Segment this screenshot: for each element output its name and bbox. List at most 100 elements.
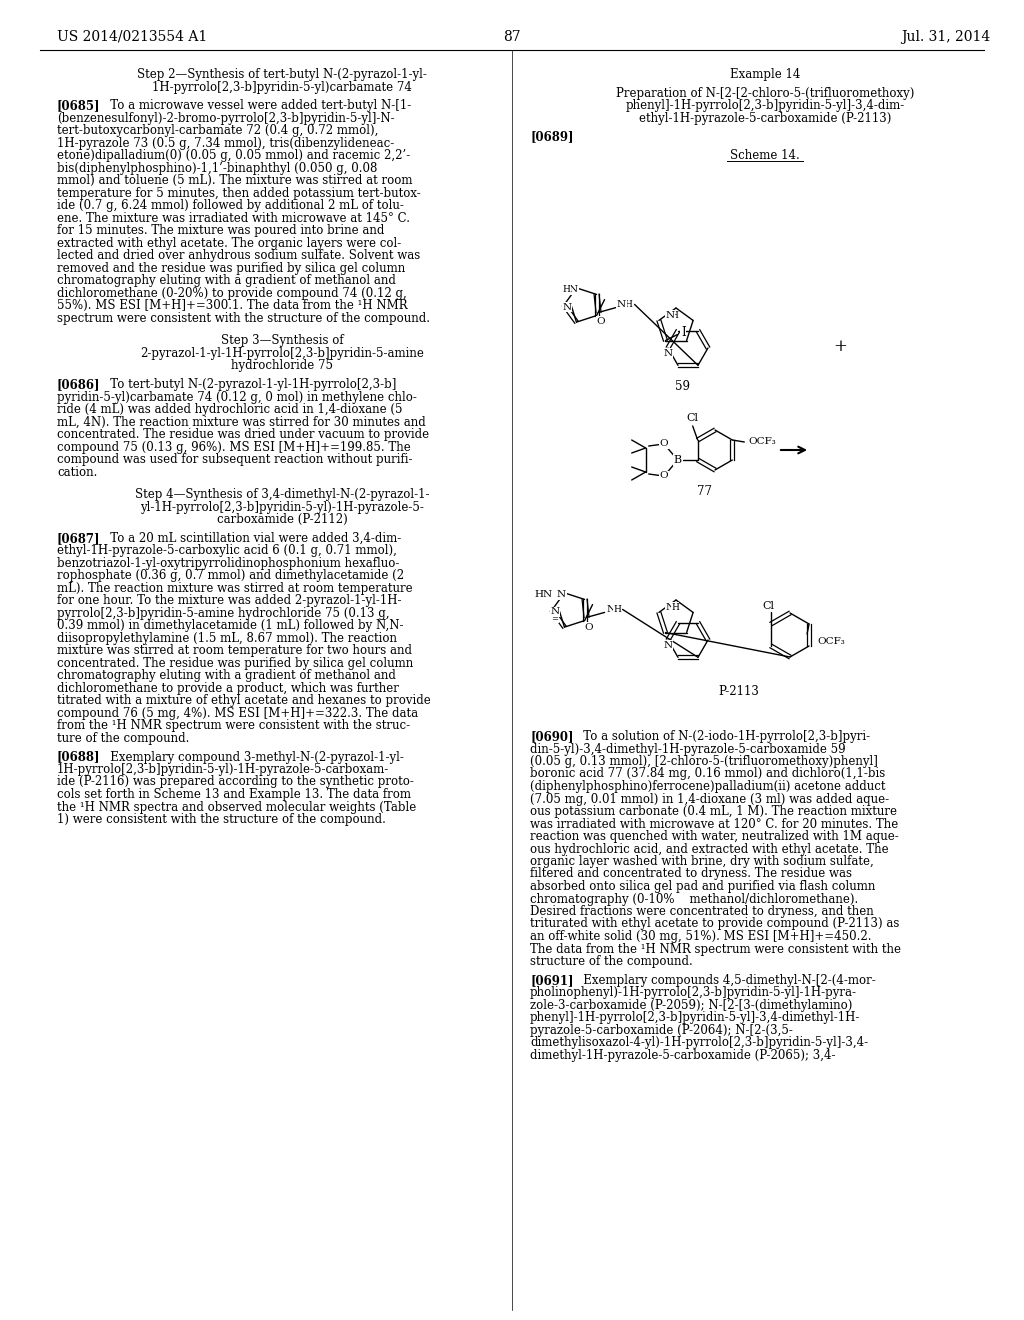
Text: O: O bbox=[659, 440, 668, 449]
Text: N: N bbox=[562, 302, 571, 312]
Text: ethyl-1H-pyrazole-5-carboxamide (P-2113): ethyl-1H-pyrazole-5-carboxamide (P-2113) bbox=[639, 112, 891, 125]
Text: [0687]: [0687] bbox=[57, 532, 100, 545]
Text: din-5-yl)-3,4-dimethyl-1H-pyrazole-5-carboxamide 59: din-5-yl)-3,4-dimethyl-1H-pyrazole-5-car… bbox=[530, 742, 846, 755]
Text: Preparation of N-[2-[2-chloro-5-(trifluoromethoxy): Preparation of N-[2-[2-chloro-5-(trifluo… bbox=[615, 87, 914, 100]
Text: Step 3—Synthesis of: Step 3—Synthesis of bbox=[221, 334, 343, 347]
Text: To a microwave vessel were added tert-butyl N-[1-: To a microwave vessel were added tert-bu… bbox=[99, 99, 412, 112]
Text: pyrazole-5-carboxamide (P-2064); N-[2-(3,5-: pyrazole-5-carboxamide (P-2064); N-[2-(3… bbox=[530, 1024, 793, 1036]
Text: boronic acid 77 (37.84 mg, 0.16 mmol) and dichloro(1,1-bis: boronic acid 77 (37.84 mg, 0.16 mmol) an… bbox=[530, 767, 886, 780]
Text: ide (P-2116) was prepared according to the synthetic proto-: ide (P-2116) was prepared according to t… bbox=[57, 776, 414, 788]
Text: for 15 minutes. The mixture was poured into brine and: for 15 minutes. The mixture was poured i… bbox=[57, 224, 384, 238]
Text: ous hydrochloric acid, and extracted with ethyl acetate. The: ous hydrochloric acid, and extracted wit… bbox=[530, 842, 889, 855]
Text: O: O bbox=[596, 317, 605, 326]
Text: tert-butoxycarbonyl-carbamate 72 (0.4 g, 0.72 mmol),: tert-butoxycarbonyl-carbamate 72 (0.4 g,… bbox=[57, 124, 379, 137]
Text: was irradiated with microwave at 120° C. for 20 minutes. The: was irradiated with microwave at 120° C.… bbox=[530, 817, 898, 830]
Text: N: N bbox=[664, 640, 673, 649]
Text: 1H-pyrazole 73 (0.5 g, 7.34 mmol), tris(dibenzylideneac-: 1H-pyrazole 73 (0.5 g, 7.34 mmol), tris(… bbox=[57, 137, 394, 149]
Text: ide (0.7 g, 6.24 mmol) followed by additional 2 mL of tolu-: ide (0.7 g, 6.24 mmol) followed by addit… bbox=[57, 199, 403, 213]
Text: spectrum were consistent with the structure of the compound.: spectrum were consistent with the struct… bbox=[57, 312, 430, 325]
Text: The data from the ¹H NMR spectrum were consistent with the: The data from the ¹H NMR spectrum were c… bbox=[530, 942, 901, 956]
Text: compound 76 (5 mg, 4%). MS ESI [M+H]+=322.3. The data: compound 76 (5 mg, 4%). MS ESI [M+H]+=32… bbox=[57, 706, 418, 719]
Text: for one hour. To the mixture was added 2-pyrazol-1-yl-1H-: for one hour. To the mixture was added 2… bbox=[57, 594, 401, 607]
Text: [0691]: [0691] bbox=[530, 974, 573, 987]
Text: 77: 77 bbox=[697, 484, 713, 498]
Text: N: N bbox=[569, 285, 578, 294]
Text: mL). The reaction mixture was stirred at room temperature: mL). The reaction mixture was stirred at… bbox=[57, 582, 413, 595]
Text: cation.: cation. bbox=[57, 466, 97, 479]
Text: N: N bbox=[551, 607, 559, 616]
Text: pholinophenyl)-1H-pyrrolo[2,3-b]pyridin-5-yl]-1H-pyra-: pholinophenyl)-1H-pyrrolo[2,3-b]pyridin-… bbox=[530, 986, 857, 999]
Text: 1H-pyrrolo[2,3-b]pyridin-5-yl)-1H-pyrazole-5-carboxam-: 1H-pyrrolo[2,3-b]pyridin-5-yl)-1H-pyrazo… bbox=[57, 763, 389, 776]
Text: [0689]: [0689] bbox=[530, 131, 573, 144]
Text: dimethylisoxazol-4-yl)-1H-pyrrolo[2,3-b]pyridin-5-yl]-3,4-: dimethylisoxazol-4-yl)-1H-pyrrolo[2,3-b]… bbox=[530, 1036, 868, 1049]
Text: phenyl]-1H-pyrrolo[2,3-b]pyridin-5-yl]-3,4-dimethyl-1H-: phenyl]-1H-pyrrolo[2,3-b]pyridin-5-yl]-3… bbox=[530, 1011, 860, 1024]
Text: organic layer washed with brine, dry with sodium sulfate,: organic layer washed with brine, dry wit… bbox=[530, 855, 873, 869]
Text: absorbed onto silica gel pad and purified via flash column: absorbed onto silica gel pad and purifie… bbox=[530, 880, 876, 894]
Text: (benzenesulfonyl)-2-bromo-pyrrolo[2,3-b]pyridin-5-yl]-N-: (benzenesulfonyl)-2-bromo-pyrrolo[2,3-b]… bbox=[57, 112, 394, 125]
Text: Step 2—Synthesis of tert-butyl N-(2-pyrazol-1-yl-: Step 2—Synthesis of tert-butyl N-(2-pyra… bbox=[137, 69, 427, 81]
Text: chromatography eluting with a gradient of methanol and: chromatography eluting with a gradient o… bbox=[57, 669, 396, 682]
Text: concentrated. The residue was purified by silica gel column: concentrated. The residue was purified b… bbox=[57, 657, 414, 669]
Text: Jul. 31, 2014: Jul. 31, 2014 bbox=[901, 30, 990, 44]
Text: an off-white solid (30 mg, 51%). MS ESI [M+H]+=450.2.: an off-white solid (30 mg, 51%). MS ESI … bbox=[530, 931, 871, 942]
Text: B: B bbox=[674, 455, 682, 465]
Text: ture of the compound.: ture of the compound. bbox=[57, 731, 189, 744]
Text: =: = bbox=[552, 615, 558, 623]
Text: 1) were consistent with the structure of the compound.: 1) were consistent with the structure of… bbox=[57, 813, 386, 826]
Text: phenyl]-1H-pyrrolo[2,3-b]pyridin-5-yl]-3,4-dim-: phenyl]-1H-pyrrolo[2,3-b]pyridin-5-yl]-3… bbox=[626, 99, 904, 112]
Text: (0.05 g, 0.13 mmol), [2-chloro-5-(trifluoromethoxy)phenyl]: (0.05 g, 0.13 mmol), [2-chloro-5-(triflu… bbox=[530, 755, 878, 768]
Text: P-2113: P-2113 bbox=[719, 685, 760, 698]
Text: N: N bbox=[666, 310, 675, 319]
Text: pyridin-5-yl)carbamate 74 (0.12 g, 0 mol) in methylene chlo-: pyridin-5-yl)carbamate 74 (0.12 g, 0 mol… bbox=[57, 391, 417, 404]
Text: from the ¹H NMR spectrum were consistent with the struc-: from the ¹H NMR spectrum were consistent… bbox=[57, 719, 411, 733]
Text: 2-pyrazol-1-yl-1H-pyrrolo[2,3-b]pyridin-5-amine: 2-pyrazol-1-yl-1H-pyrrolo[2,3-b]pyridin-… bbox=[140, 347, 424, 360]
Text: +: + bbox=[834, 338, 847, 355]
Text: structure of the compound.: structure of the compound. bbox=[530, 954, 693, 968]
Text: benzotriazol-1-yl-oxytripyrrolidinophosphonium hexafluo-: benzotriazol-1-yl-oxytripyrrolidinophosp… bbox=[57, 557, 399, 570]
Text: 87: 87 bbox=[503, 30, 521, 44]
Text: titrated with a mixture of ethyl acetate and hexanes to provide: titrated with a mixture of ethyl acetate… bbox=[57, 694, 431, 708]
Text: Cl: Cl bbox=[687, 413, 698, 422]
Text: 55%). MS ESI [M+H]+=300.1. The data from the ¹H NMR: 55%). MS ESI [M+H]+=300.1. The data from… bbox=[57, 300, 408, 313]
Text: To a solution of N-(2-iodo-1H-pyrrolo[2,3-b]pyri-: To a solution of N-(2-iodo-1H-pyrrolo[2,… bbox=[572, 730, 870, 743]
Text: Desired fractions were concentrated to dryness, and then: Desired fractions were concentrated to d… bbox=[530, 906, 873, 917]
Text: Example 14: Example 14 bbox=[730, 69, 800, 81]
Text: O: O bbox=[659, 471, 668, 480]
Text: [0686]: [0686] bbox=[57, 378, 100, 391]
Text: diisopropylethylamine (1.5 mL, 8.67 mmol). The reaction: diisopropylethylamine (1.5 mL, 8.67 mmol… bbox=[57, 632, 397, 644]
Text: Scheme 14.: Scheme 14. bbox=[730, 149, 800, 162]
Text: 59: 59 bbox=[676, 380, 690, 393]
Text: O: O bbox=[585, 623, 593, 632]
Text: To tert-butyl N-(2-pyrazol-1-yl-1H-pyrrolo[2,3-b]: To tert-butyl N-(2-pyrazol-1-yl-1H-pyrro… bbox=[99, 378, 396, 391]
Text: dichloromethane to provide a product, which was further: dichloromethane to provide a product, wh… bbox=[57, 681, 399, 694]
Text: H: H bbox=[562, 285, 570, 294]
Text: Exemplary compounds 4,5-dimethyl-N-[2-(4-mor-: Exemplary compounds 4,5-dimethyl-N-[2-(4… bbox=[572, 974, 876, 987]
Text: (diphenylphosphino)ferrocene)palladium(ii) acetone adduct: (diphenylphosphino)ferrocene)palladium(i… bbox=[530, 780, 886, 793]
Text: removed and the residue was purified by silica gel column: removed and the residue was purified by … bbox=[57, 261, 406, 275]
Text: bis(diphenylphosphino)-1,1’-binaphthyl (0.050 g, 0.08: bis(diphenylphosphino)-1,1’-binaphthyl (… bbox=[57, 162, 378, 174]
Text: [0685]: [0685] bbox=[57, 99, 100, 112]
Text: US 2014/0213554 A1: US 2014/0213554 A1 bbox=[57, 30, 207, 44]
Text: To a 20 mL scintillation vial were added 3,4-dim-: To a 20 mL scintillation vial were added… bbox=[99, 532, 401, 545]
Text: zole-3-carboxamide (P-2059); N-[2-[3-(dimethylamino): zole-3-carboxamide (P-2059); N-[2-[3-(di… bbox=[530, 999, 852, 1011]
Text: H: H bbox=[670, 310, 678, 319]
Text: [0688]: [0688] bbox=[57, 751, 100, 763]
Text: HN: HN bbox=[535, 590, 552, 599]
Text: [0690]: [0690] bbox=[530, 730, 573, 743]
Text: compound 75 (0.13 g, 96%). MS ESI [M+H]+=199.85. The: compound 75 (0.13 g, 96%). MS ESI [M+H]+… bbox=[57, 441, 411, 454]
Text: cols set forth in Scheme 13 and Example 13. The data from: cols set forth in Scheme 13 and Example … bbox=[57, 788, 411, 801]
Text: triturated with ethyl acetate to provide compound (P-2113) as: triturated with ethyl acetate to provide… bbox=[530, 917, 899, 931]
Text: pyrrolo[2,3-b]pyridin-5-amine hydrochloride 75 (0.13 g,: pyrrolo[2,3-b]pyridin-5-amine hydrochlor… bbox=[57, 607, 389, 620]
Text: OCF₃: OCF₃ bbox=[817, 638, 845, 647]
Text: carboxamide (P-2112): carboxamide (P-2112) bbox=[217, 513, 347, 525]
Text: mL, 4N). The reaction mixture was stirred for 30 minutes and: mL, 4N). The reaction mixture was stirre… bbox=[57, 416, 426, 429]
Text: H: H bbox=[671, 602, 679, 611]
Text: Step 4—Synthesis of 3,4-dimethyl-N-(2-pyrazol-1-: Step 4—Synthesis of 3,4-dimethyl-N-(2-py… bbox=[135, 488, 429, 502]
Text: Cl: Cl bbox=[762, 601, 774, 611]
Text: ride (4 mL) was added hydrochloric acid in 1,4-dioxane (5: ride (4 mL) was added hydrochloric acid … bbox=[57, 403, 402, 416]
Text: rophosphate (0.36 g, 0.7 mmol) and dimethylacetamide (2: rophosphate (0.36 g, 0.7 mmol) and dimet… bbox=[57, 569, 404, 582]
Text: ene. The mixture was irradiated with microwave at 145° C.: ene. The mixture was irradiated with mic… bbox=[57, 211, 410, 224]
Text: (7.05 mg, 0.01 mmol) in 1,4-dioxane (3 ml) was added aque-: (7.05 mg, 0.01 mmol) in 1,4-dioxane (3 m… bbox=[530, 792, 889, 805]
Text: yl-1H-pyrrolo[2,3-b]pyridin-5-yl)-1H-pyrazole-5-: yl-1H-pyrrolo[2,3-b]pyridin-5-yl)-1H-pyr… bbox=[140, 500, 424, 513]
Text: H: H bbox=[613, 605, 622, 614]
